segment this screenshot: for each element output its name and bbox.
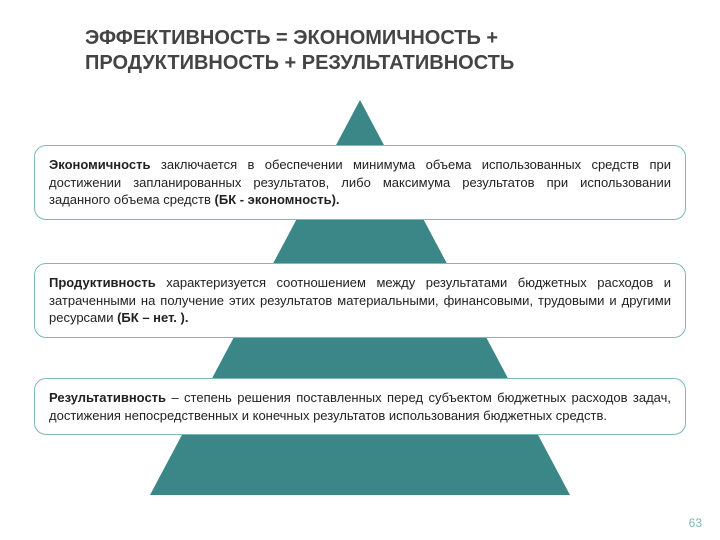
slide-title: ЭФФЕКТИВНОСТЬ = ЭКОНОМИЧНОСТЬ + ПРОДУКТИ… (85, 26, 650, 76)
definition-box-productivity: Продуктивность характеризуется соотношен… (34, 263, 686, 338)
suffix-economy: (БК - экономность). (215, 192, 340, 207)
term-result: Результативность (49, 390, 166, 405)
slide: ЭФФЕКТИВНОСТЬ = ЭКОНОМИЧНОСТЬ + ПРОДУКТИ… (0, 0, 720, 540)
term-economy: Экономичность (49, 157, 151, 172)
suffix-productivity: (БК – нет. ). (117, 310, 188, 325)
page-number: 63 (689, 516, 702, 530)
term-productivity: Продуктивность (49, 275, 156, 290)
definition-box-economy: Экономичность заключается в обеспечении … (34, 145, 686, 220)
definition-box-result: Результативность – степень решения поста… (34, 378, 686, 435)
